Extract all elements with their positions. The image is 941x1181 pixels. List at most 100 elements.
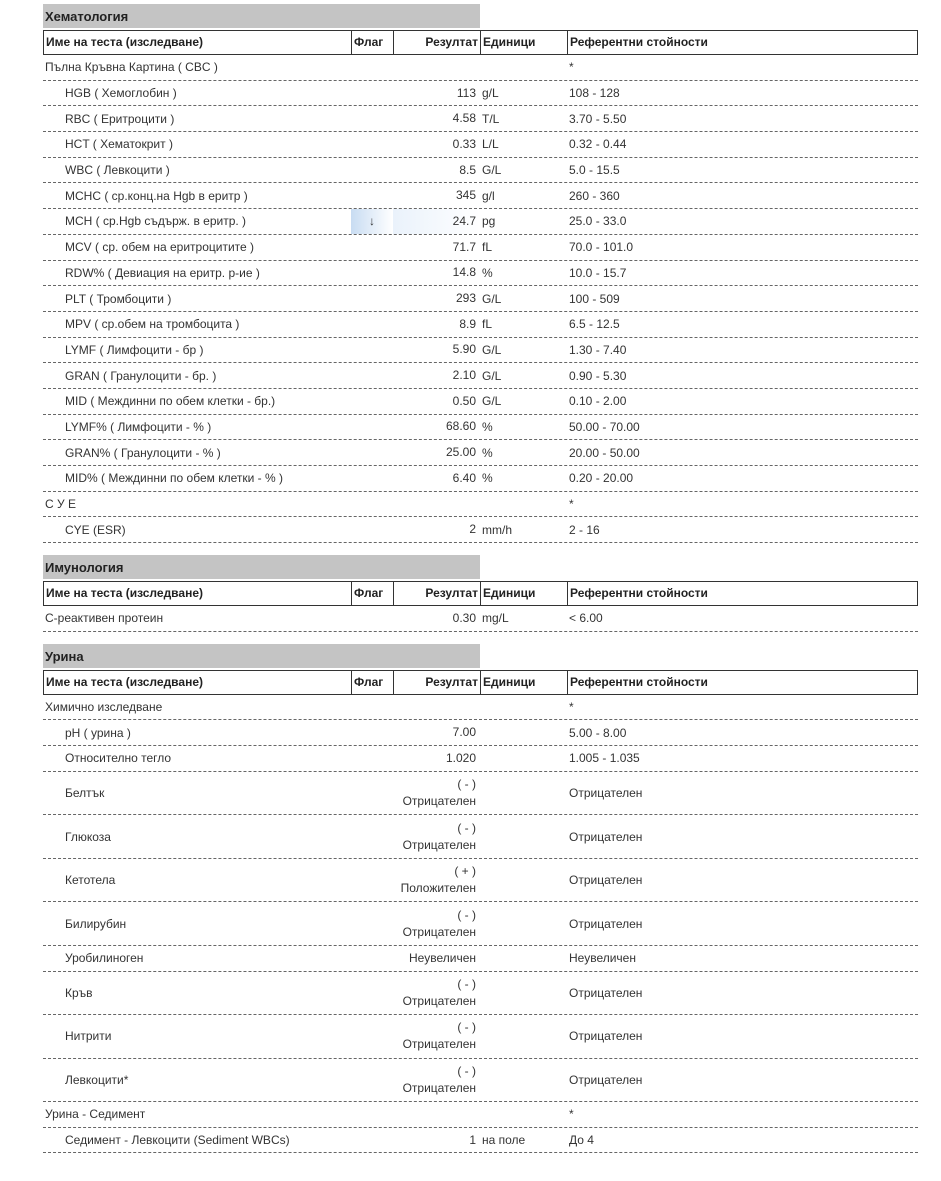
flag-cell bbox=[351, 55, 393, 80]
test-name: Урина - Седимент bbox=[45, 1107, 146, 1122]
units: % bbox=[482, 419, 493, 434]
result-value: 8.9 bbox=[393, 312, 480, 337]
units: fL bbox=[482, 240, 493, 255]
table-row: Кетотела ( + ) Положителен Отрицателен bbox=[43, 859, 918, 903]
section-2: Урина Име на теста (изследване) Флаг Резулт… bbox=[43, 643, 918, 1154]
result-text: 1 bbox=[469, 1132, 476, 1147]
reference-range: 0.32 - 0.44 bbox=[569, 137, 627, 152]
column-header-name: Име на теста (изследване) bbox=[44, 582, 352, 606]
result-value: ( - ) Отрицателен bbox=[393, 1059, 480, 1102]
result-value: ( - ) Отрицателен bbox=[393, 772, 480, 815]
flag-cell bbox=[351, 972, 393, 1015]
result-text: Неувеличен bbox=[409, 950, 476, 965]
column-header-units: Единици bbox=[481, 582, 568, 606]
result-text: 0.33 bbox=[452, 136, 476, 151]
reference-range: 25.0 - 33.0 bbox=[569, 214, 627, 229]
table-row: HGB ( Хемоглобин ) 113 g/L 108 - 128 bbox=[43, 81, 918, 107]
table-header: Име на теста (изследване) Флаг Резултат Еди… bbox=[43, 669, 918, 695]
test-name: GRAN% ( Гранулоцити - % ) bbox=[65, 445, 221, 460]
result-text: ( + ) bbox=[454, 864, 476, 879]
test-name: MCHC ( ср.конц.на Hgb в еритр ) bbox=[65, 188, 248, 203]
test-name: CYE (ESR) bbox=[65, 522, 126, 537]
flag-cell bbox=[351, 492, 393, 517]
result-text: 8.5 bbox=[459, 162, 476, 177]
reference-range: 100 - 509 bbox=[569, 291, 620, 306]
result-text: 2.10 bbox=[452, 368, 476, 383]
flag-cell bbox=[351, 106, 393, 131]
result-value: 0.30 bbox=[393, 606, 480, 631]
flag-cell bbox=[351, 466, 393, 491]
table-row: Пълна Кръвна Картина ( CBC ) * bbox=[43, 55, 918, 81]
reference-range: 0.90 - 5.30 bbox=[569, 368, 627, 383]
result-text-2: Отрицателен bbox=[402, 993, 476, 1008]
column-header-flag: Флаг bbox=[352, 31, 394, 54]
result-text: 6.40 bbox=[452, 470, 476, 485]
result-value: 68.60 bbox=[393, 415, 480, 440]
table-row: Химично изследване * bbox=[43, 695, 918, 721]
flag-cell bbox=[351, 312, 393, 337]
reference-range: * bbox=[569, 1107, 574, 1122]
result-text: 113 bbox=[456, 85, 476, 100]
result-text: ( - ) bbox=[457, 1063, 476, 1078]
table-row: CYE (ESR) 2 mm/h 2 - 16 bbox=[43, 517, 918, 544]
test-name: Левкоцити* bbox=[65, 1072, 129, 1087]
column-header-units: Единици bbox=[481, 670, 568, 694]
table-row: Кръв ( - ) Отрицателен Отрицателен bbox=[43, 972, 918, 1015]
test-name: GRAN ( Гранулоцити - бр. ) bbox=[65, 368, 217, 383]
column-header-name: Име на теста (изследване) bbox=[44, 31, 352, 54]
flag-cell bbox=[351, 606, 393, 631]
result-value: 6.40 bbox=[393, 466, 480, 491]
result-value: 1.020 bbox=[393, 746, 480, 771]
result-value: Неувеличен bbox=[393, 946, 480, 971]
result-value: 113 bbox=[393, 81, 480, 106]
units: L/L bbox=[482, 137, 499, 152]
table-row: MCH ( ср.Hgb съдърж. в еритр. ) ↓ 24.7 pg 25… bbox=[43, 209, 918, 235]
result-value: 8.5 bbox=[393, 158, 480, 183]
result-text: 71.7 bbox=[452, 239, 476, 254]
result-text-2: Отрицателен bbox=[402, 1037, 476, 1052]
test-name: RBC ( Еритроцити ) bbox=[65, 111, 175, 126]
table-row: MID ( Междинни по обем клетки - бр.) 0.50… bbox=[43, 389, 918, 415]
result-value: 2.10 bbox=[393, 363, 480, 388]
flag-cell bbox=[351, 81, 393, 106]
result-text-2: Отрицателен bbox=[402, 794, 476, 809]
table-row: Глюкоза ( - ) Отрицателен Отрицателен bbox=[43, 815, 918, 859]
result-value: 7.00 bbox=[393, 720, 480, 745]
test-name: LYMF ( Лимфоцити - бр ) bbox=[65, 342, 204, 357]
test-name: WBC ( Левкоцити ) bbox=[65, 163, 170, 178]
table-row: Относително тегло 1.020 1.005 - 1.035 bbox=[43, 746, 918, 772]
result-value: 1 bbox=[393, 1128, 480, 1153]
table-row: Белтък ( - ) Отрицателен Отрицателен bbox=[43, 772, 918, 816]
test-name: MCH ( ср.Hgb съдърж. в еритр. ) bbox=[65, 214, 247, 229]
result-value bbox=[393, 55, 480, 80]
result-value: ( - ) Отрицателен bbox=[393, 902, 480, 945]
test-name: Пълна Кръвна Картина ( CBC ) bbox=[45, 60, 218, 75]
result-value: 0.50 bbox=[393, 389, 480, 414]
result-value: 25.00 bbox=[393, 440, 480, 465]
units: T/L bbox=[482, 111, 500, 126]
result-value: ( - ) Отрицателен bbox=[393, 1015, 480, 1058]
section-title: Хематология bbox=[43, 4, 480, 28]
flag-cell bbox=[351, 440, 393, 465]
test-name: HCT ( Хематокрит ) bbox=[65, 137, 173, 152]
result-text: 1.020 bbox=[445, 750, 476, 765]
reference-range: Отрицателен bbox=[569, 1072, 643, 1087]
test-name: Седимент - Левкоцити (Sediment WBCs) bbox=[65, 1133, 290, 1148]
units: G/L bbox=[482, 394, 502, 409]
result-text: 7.00 bbox=[452, 725, 476, 740]
column-header-ref: Референтни стойности bbox=[570, 35, 708, 49]
result-value: ( + ) Положителен bbox=[393, 859, 480, 902]
flag-cell bbox=[351, 517, 393, 542]
result-value: 24.7 bbox=[393, 209, 480, 234]
column-header-units: Единици bbox=[481, 31, 568, 54]
table-row: LYMF% ( Лимфоцити - % ) 68.60% 50.00 - 70.… bbox=[43, 415, 918, 441]
reference-range: 108 - 128 bbox=[569, 86, 620, 101]
flag-cell bbox=[351, 720, 393, 745]
result-text-2: Отрицателен bbox=[402, 924, 476, 939]
test-name: Кетотела bbox=[65, 873, 116, 888]
result-value: 293 bbox=[393, 286, 480, 311]
reference-range: 5.0 - 15.5 bbox=[569, 163, 620, 178]
flag-cell bbox=[351, 1102, 393, 1127]
result-text: 0.50 bbox=[452, 393, 476, 408]
column-header-ref: Референтни стойности bbox=[570, 674, 708, 689]
